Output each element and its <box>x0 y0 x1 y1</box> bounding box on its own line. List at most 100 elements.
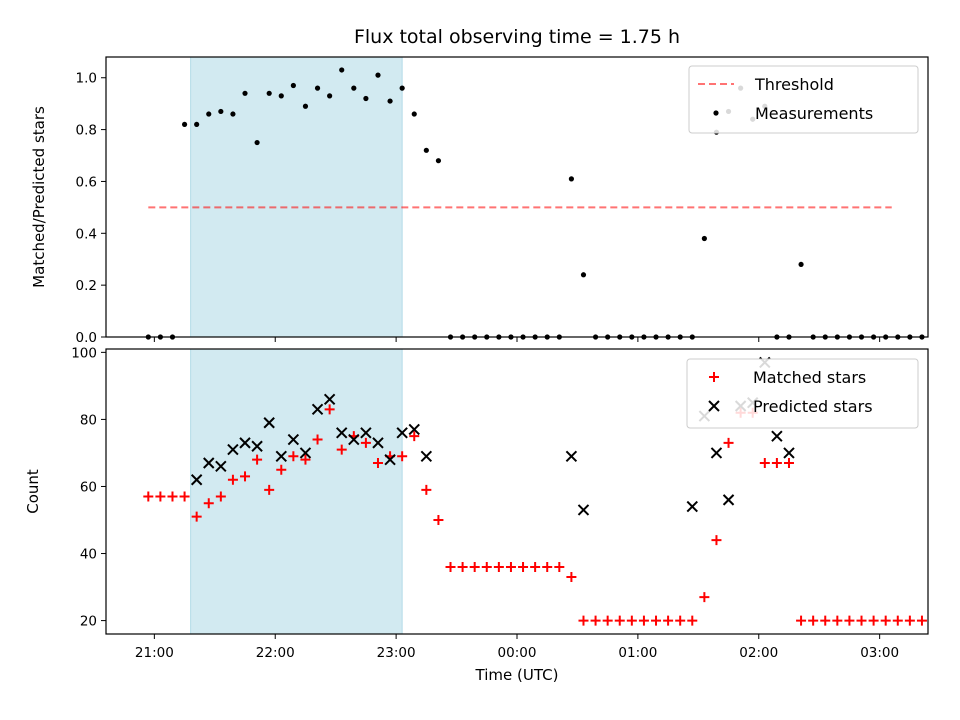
matched-star-point <box>783 458 794 468</box>
predicted-star-point <box>215 460 227 473</box>
measurement-point <box>194 121 200 128</box>
predicted-star-point <box>251 440 263 452</box>
bottom-panel: 20 40 60 80 100 21:00 22:00 23:00 00:00 01:00 02:0… <box>24 345 929 684</box>
predicted-star-point <box>710 447 723 459</box>
matched-star-point <box>856 615 867 626</box>
matched-star-point <box>820 615 831 626</box>
matched-star-point <box>578 615 589 626</box>
predicted-star-point <box>384 453 396 466</box>
measurement-point <box>351 85 357 91</box>
legend-label: Predicted stars <box>753 397 873 416</box>
x-tick-label: 02:00 <box>739 645 778 661</box>
matched-star-point <box>227 474 238 485</box>
y-tick-label: 0.4 <box>76 226 97 242</box>
observing-interval-band <box>190 348 403 635</box>
measurement-point <box>798 261 804 268</box>
measurement-point <box>375 72 381 78</box>
y-tick-label: 0.8 <box>76 123 97 139</box>
y-tick-label: 60 <box>80 479 97 495</box>
matched-star-point <box>675 615 686 626</box>
predicted-star-point <box>408 423 420 436</box>
predicted-star-point <box>323 393 336 406</box>
matched-star-point <box>300 454 311 465</box>
predicted-star-point <box>299 447 312 459</box>
measurement-point <box>181 121 188 128</box>
measurement-point <box>266 90 272 96</box>
predicted-star-point <box>420 450 433 463</box>
x-tick-label: 23:00 <box>377 645 416 661</box>
y-tick-label: 20 <box>80 614 97 630</box>
matched-star-point <box>868 615 879 626</box>
predicted-star-point <box>396 427 408 439</box>
matched-star-point <box>880 615 891 626</box>
predicted-star-point <box>372 437 384 449</box>
matched-star-point <box>421 484 432 495</box>
matched-star-point <box>542 561 553 572</box>
matched-star-point <box>505 561 516 572</box>
y-tick-label: 1.0 <box>76 71 97 87</box>
measurement-point <box>701 235 707 242</box>
matched-star-point <box>687 615 698 626</box>
y-tick-label: 0.2 <box>76 278 97 294</box>
observing-interval-band <box>190 56 403 338</box>
matched-star-point <box>481 561 492 572</box>
predicted-star-point <box>722 494 735 506</box>
legend-matched-marker <box>709 372 719 382</box>
measurement-point <box>327 93 333 99</box>
matched-star-point <box>518 561 529 572</box>
measurement-point <box>314 85 321 91</box>
matched-star-point <box>844 615 855 626</box>
chart-title: Flux total observing time = 1.75 h <box>354 26 680 48</box>
matched-star-point <box>916 615 927 626</box>
matched-star-point <box>651 615 662 626</box>
predicted-star-point <box>311 403 324 416</box>
top-panel: 0.0 0.2 0.4 0.6 0.8 1.0 Matched/Predicted star… <box>30 26 929 346</box>
measurement-point <box>254 139 260 146</box>
matched-star-point <box>904 615 915 626</box>
matched-star-point <box>723 437 734 448</box>
legend-label: Measurements <box>755 104 873 123</box>
measurement-point <box>290 82 296 89</box>
y-tick-label: 40 <box>80 547 97 563</box>
matched-star-point <box>276 464 287 475</box>
legend: Threshold Measurements <box>688 65 919 134</box>
measurement-point <box>423 147 429 153</box>
matched-star-point <box>252 454 263 465</box>
legend-box <box>688 65 919 134</box>
x-axis-label: Time (UTC) <box>475 666 559 684</box>
measurement-point <box>568 176 574 182</box>
measurement-point <box>387 98 393 104</box>
matched-star-point <box>215 491 226 502</box>
measurement-point <box>580 272 587 278</box>
legend-predicted-marker <box>708 400 720 412</box>
matched-star-point <box>372 458 383 468</box>
matched-star-point <box>336 444 347 455</box>
y-axis-label: Matched/Predicted stars <box>30 106 48 288</box>
x-tick-label: 03:00 <box>860 645 899 661</box>
matched-star-point <box>590 615 601 626</box>
predicted-star-point <box>190 474 203 486</box>
matched-star-point <box>469 561 480 572</box>
x-tick-label: 00:00 <box>498 645 537 661</box>
legend-box <box>686 358 919 429</box>
matched-star-point <box>312 434 323 445</box>
matched-star-point <box>288 451 299 462</box>
measurement-point <box>411 111 417 117</box>
matched-star-point <box>796 615 807 626</box>
measurement-point <box>363 95 369 102</box>
matched-star-point <box>179 491 190 502</box>
matched-star-point <box>663 615 674 626</box>
matched-star-point <box>493 561 504 572</box>
matched-star-point <box>711 535 722 546</box>
measurement-point <box>435 158 442 164</box>
y-tick-label: 0.6 <box>76 174 97 190</box>
predicted-star-point <box>336 427 348 439</box>
matched-star-point <box>433 515 444 525</box>
legend: Matched stars Predicted stars <box>686 358 919 429</box>
measurement-point <box>302 103 309 109</box>
matched-star-point <box>771 458 782 468</box>
y-tick-label: 80 <box>80 412 97 428</box>
matched-star-point <box>191 511 202 522</box>
matched-star-point <box>530 561 541 572</box>
measurement-point <box>278 93 284 99</box>
